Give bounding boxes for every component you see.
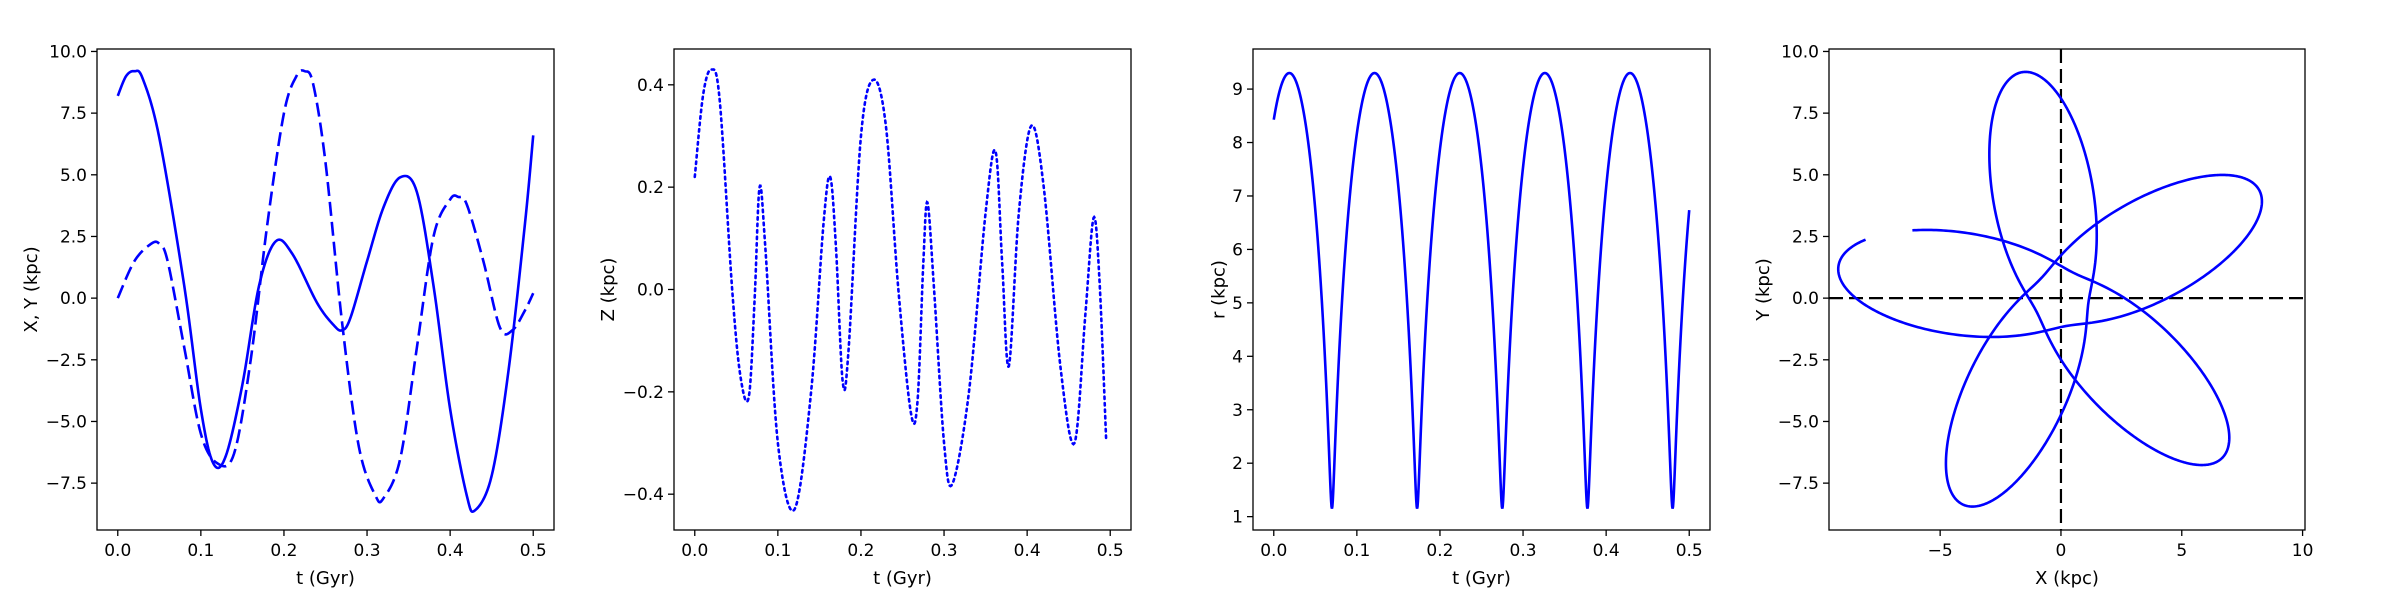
x-tick-label: 0.3 <box>354 541 381 561</box>
series-line-solid <box>1272 71 1691 509</box>
x-tick-label: 0 <box>2056 541 2067 561</box>
x-tick-label: 5 <box>2176 541 2187 561</box>
x-tick-label: 0.0 <box>681 541 708 561</box>
y-tick-label: 4 <box>1232 347 1243 367</box>
series-line-solid <box>1836 70 2264 508</box>
x-axis-label: t (Gyr) <box>296 568 355 589</box>
y-tick-label: 7.5 <box>1792 104 1819 124</box>
series-line-dotted <box>693 68 1108 513</box>
y-tick-label: 5 <box>1232 294 1243 314</box>
y-tick-label: 9 <box>1232 80 1243 100</box>
panel-orbit-xy: −5 0 5 10 −7.5 −5.0 −2.5 0.0 2.5 5.0 7.5 10.0 X (kpc… <box>1753 42 2313 589</box>
x-tick-label: 0.5 <box>520 541 547 561</box>
panel-xy-vs-time: 0.0 0.1 0.2 0.3 0.4 0.5 −7.5 −5.0 −2.5 0.0 2.5 5.0 7… <box>21 42 555 589</box>
axes-frame <box>96 48 555 531</box>
x-tick-label: 0.1 <box>187 541 214 561</box>
y-tick-label: 2 <box>1232 454 1243 474</box>
y-tick-label: −5.0 <box>46 412 87 432</box>
x-axis-label: t (Gyr) <box>873 568 932 589</box>
y-tick-label: 2.5 <box>1792 227 1819 247</box>
y-tick-label: −2.5 <box>1778 351 1819 371</box>
y-tick-label: 0.0 <box>60 289 87 309</box>
plot-area <box>116 69 535 514</box>
x-tick-label: −5 <box>1928 541 1953 561</box>
y-axis-label: X, Y (kpc) <box>21 246 42 332</box>
panel-r-vs-time: 0.0 0.1 0.2 0.3 0.4 0.5 1 2 3 4 5 6 7 8 9 t (Gyr) r (kpc… <box>1209 48 1711 589</box>
y-tick-label: 8 <box>1232 134 1243 154</box>
y-axis-label: r (kpc) <box>1209 260 1230 319</box>
plot-area <box>1272 71 1691 509</box>
y-axis-label: Y (kpc) <box>1753 258 1774 322</box>
series-line-solid <box>116 69 535 514</box>
y-tick-label: 0.4 <box>637 76 664 96</box>
x-tick-label: 0.5 <box>1097 541 1124 561</box>
plot-area <box>1829 49 2305 530</box>
y-tick-label: 0.0 <box>637 281 664 301</box>
x-tick-label: 10 <box>2292 541 2314 561</box>
y-tick-label: 1 <box>1232 508 1243 528</box>
x-tick-label: 0.3 <box>931 541 958 561</box>
y-tick-label: 10.0 <box>1781 42 1819 62</box>
axes-frame <box>1252 48 1711 531</box>
series-line-dashed <box>116 69 535 504</box>
x-tick-label: 0.4 <box>437 541 464 561</box>
y-tick-label: −7.5 <box>1778 474 1819 494</box>
x-axis-label: X (kpc) <box>2035 568 2099 589</box>
y-tick-label: 5.0 <box>1792 166 1819 186</box>
y-tick-label: −0.4 <box>623 485 664 505</box>
x-tick-label: 0.0 <box>104 541 131 561</box>
x-tick-label: 0.5 <box>1676 541 1703 561</box>
y-axis-label: Z (kpc) <box>598 258 619 322</box>
panel-z-vs-time: 0.0 0.1 0.2 0.3 0.4 0.5 −0.4 −0.2 0.0 0.2 0.4 t (Gy… <box>598 48 1132 589</box>
x-tick-label: 0.1 <box>764 541 791 561</box>
y-tick-label: 0.0 <box>1792 289 1819 309</box>
y-tick-label: 10.0 <box>49 42 87 62</box>
x-tick-label: 0.3 <box>1510 541 1537 561</box>
x-tick-label: 0.1 <box>1343 541 1370 561</box>
y-tick-label: −2.5 <box>46 351 87 371</box>
y-tick-label: 3 <box>1232 401 1243 421</box>
x-tick-label: 0.0 <box>1260 541 1287 561</box>
y-tick-label: 2.5 <box>60 227 87 247</box>
x-tick-label: 0.2 <box>270 541 297 561</box>
x-axis-label: t (Gyr) <box>1452 568 1511 589</box>
x-tick-label: 0.2 <box>1426 541 1453 561</box>
y-tick-label: 6 <box>1232 240 1243 260</box>
y-tick-label: 7.5 <box>60 104 87 124</box>
y-tick-label: −7.5 <box>46 474 87 494</box>
axes-frame <box>1828 48 2306 531</box>
y-tick-label: 0.2 <box>637 178 664 198</box>
y-tick-label: 7 <box>1232 187 1243 207</box>
x-tick-label: 0.4 <box>1014 541 1041 561</box>
y-tick-label: 5.0 <box>60 166 87 186</box>
y-tick-label: −5.0 <box>1778 412 1819 432</box>
x-tick-label: 0.2 <box>847 541 874 561</box>
y-tick-label: −0.2 <box>623 383 664 403</box>
x-tick-label: 0.4 <box>1593 541 1620 561</box>
plot-area <box>693 68 1108 513</box>
